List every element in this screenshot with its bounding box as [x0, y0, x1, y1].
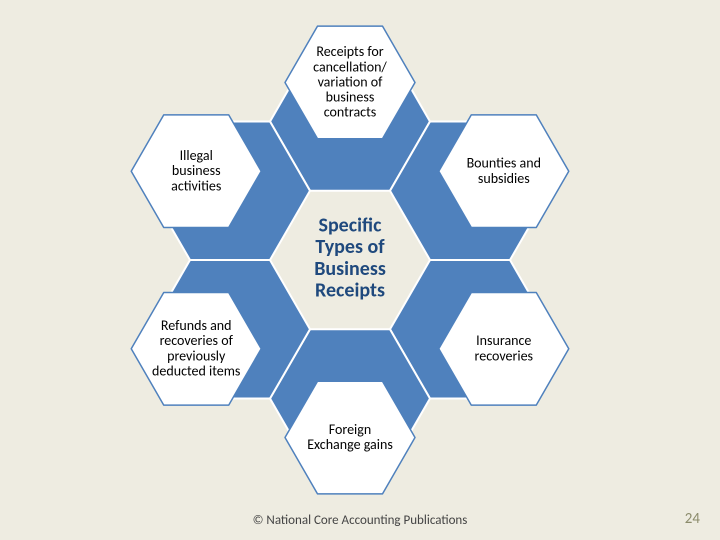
page-number: 24 — [685, 510, 700, 528]
slide: { "diagram": { "type": "hexagon-cycle", … — [0, 0, 720, 540]
svg-text:SpecificTypes ofBusinessReceip: SpecificTypes ofBusinessReceipts — [314, 214, 386, 303]
svg-text:Insurancerecoveries: Insurancerecoveries — [475, 332, 533, 364]
svg-text:Refunds andrecoveries ofprevio: Refunds andrecoveries ofpreviouslydeduct… — [152, 317, 240, 379]
hex-diagram-svg: Receipts forcancellation/variation ofbus… — [0, 0, 720, 540]
footer-text: © National Core Accounting Publications — [0, 513, 720, 528]
